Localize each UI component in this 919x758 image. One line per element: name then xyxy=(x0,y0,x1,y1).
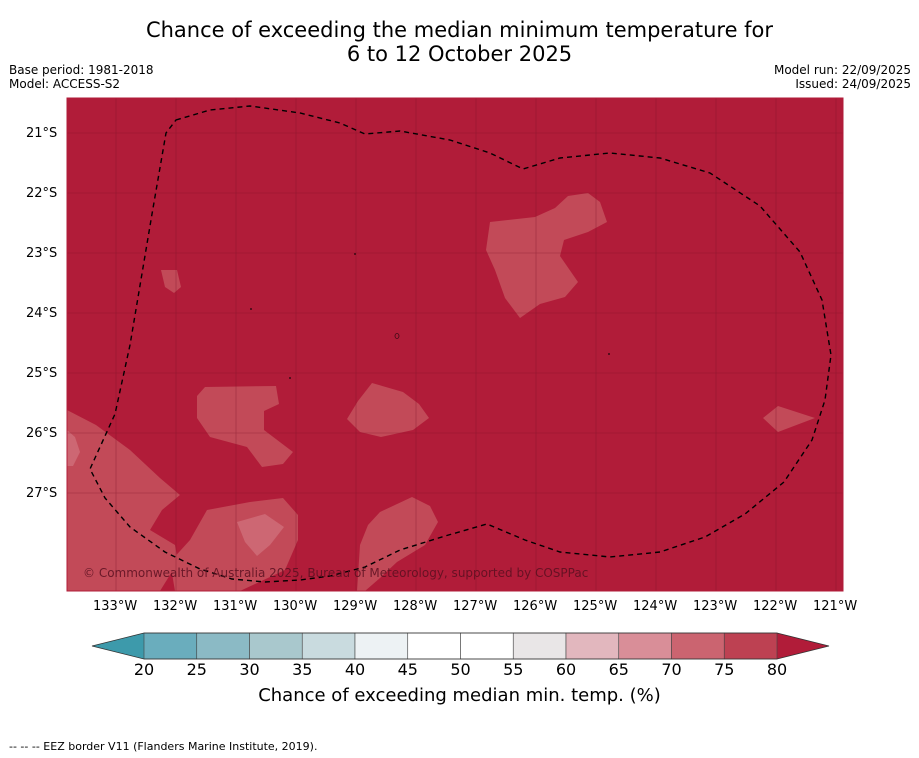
eez-border xyxy=(89,105,832,583)
model-name: Model: ACCESS-S2 xyxy=(9,77,121,91)
lat-label-26s: 26°S xyxy=(26,426,58,441)
colorbar-cell-20 xyxy=(143,632,198,660)
colorbar-tick-30: 30 xyxy=(239,660,260,679)
lon-label-128w: 128°W xyxy=(393,599,438,614)
lon-label-132w: 132°W xyxy=(153,599,198,614)
colorbar-cell-25 xyxy=(196,632,250,660)
grid-lines xyxy=(67,98,843,591)
lon-label-133w: 133°W xyxy=(93,599,138,614)
base-period: Base period: 1981-2018 xyxy=(9,63,154,77)
patch-70-south xyxy=(237,514,284,556)
map-frame xyxy=(66,97,844,592)
patch-70-west-edge xyxy=(67,430,80,466)
lat-label-24s: 24°S xyxy=(26,306,58,321)
colorbar-tick-75: 75 xyxy=(714,660,735,679)
meta-right: Model run: 22/09/2025 Issued: 24/09/2025 xyxy=(774,63,911,91)
colorbar-tick-20: 20 xyxy=(133,660,155,679)
colorbar-tick-35: 35 xyxy=(292,660,313,679)
patch-75-north-east xyxy=(486,193,607,318)
colorbar-cell-60 xyxy=(565,632,620,660)
colorbar-tick-60: 60 xyxy=(555,660,577,679)
colorbar xyxy=(91,632,830,660)
lon-label-124w: 124°W xyxy=(633,599,678,614)
colorbar-cell-35 xyxy=(301,632,356,660)
lon-label-122w: 122°W xyxy=(753,599,798,614)
lon-label-129w: 129°W xyxy=(333,599,378,614)
lon-label-123w: 123°W xyxy=(693,599,738,614)
colorbar-cell-30 xyxy=(249,632,303,660)
lat-label-22s: 22°S xyxy=(26,186,58,201)
lat-label-25s: 25°S xyxy=(26,366,58,381)
colorbar-outline xyxy=(91,632,830,660)
chart-title: Chance of exceeding the median minimum t… xyxy=(0,18,919,66)
islands xyxy=(250,253,610,379)
lat-label-27s: 27°S xyxy=(26,486,58,501)
colorbar-cells xyxy=(143,632,778,660)
lon-label-131w: 131°W xyxy=(213,599,258,614)
lon-label-125w: 125°W xyxy=(573,599,618,614)
colorbar-cell-50 xyxy=(460,632,514,660)
patch-75-south-west xyxy=(67,410,180,591)
lon-label-126w: 126°W xyxy=(513,599,558,614)
footnote-eez: -- -- -- EEZ border V11 (Flanders Marine… xyxy=(9,740,318,753)
colorbar-tick-65: 65 xyxy=(608,660,629,679)
meta-left: Base period: 1981-2018 Model: ACCESS-S2 xyxy=(9,63,154,91)
colorbar-tick-40: 40 xyxy=(344,660,366,679)
model-run: Model run: 22/09/2025 xyxy=(773,63,911,77)
colorbar-tick-45: 45 xyxy=(397,660,418,679)
copyright-text: © Commonwealth of Australia 2025, Bureau… xyxy=(83,566,588,580)
patch-75-west-center xyxy=(197,386,293,467)
lon-label-127w: 127°W xyxy=(453,599,498,614)
lon-label-130w: 130°W xyxy=(273,599,318,614)
title-line-1: Chance of exceeding the median minimum t… xyxy=(145,18,774,42)
title-line-2: 6 to 12 October 2025 xyxy=(346,42,573,66)
colorbar-tick-55: 55 xyxy=(503,660,524,679)
colorbar-label: Chance of exceeding median min. temp. (%… xyxy=(258,685,661,706)
colorbar-under-arrow xyxy=(92,633,144,659)
colorbar-cell-70 xyxy=(671,632,725,660)
lon-label-121w: 121°W xyxy=(813,599,858,614)
issued-date: Issued: 24/09/2025 xyxy=(795,77,911,91)
colorbar-tick-50: 50 xyxy=(450,660,471,679)
colorbar-cell-65 xyxy=(618,632,672,660)
colorbar-cell-55 xyxy=(512,632,567,660)
lat-label-21s: 21°S xyxy=(26,126,58,141)
colorbar-tick-80: 80 xyxy=(766,660,788,679)
patch-75-center xyxy=(347,383,429,437)
lat-label-23s: 23°S xyxy=(26,246,58,261)
patch-75-south-center xyxy=(357,497,438,591)
colorbar-tick-25: 25 xyxy=(186,660,207,679)
colorbar-over-arrow xyxy=(777,633,829,659)
colorbar-cell-75 xyxy=(723,632,778,660)
colorbar-tick-70: 70 xyxy=(661,660,682,679)
colorbar-cell-40 xyxy=(354,632,409,660)
colorbar-cell-45 xyxy=(407,632,461,660)
map-area: © Commonwealth of Australia 2025, Bureau… xyxy=(67,98,843,591)
map-background-80 xyxy=(67,98,843,591)
